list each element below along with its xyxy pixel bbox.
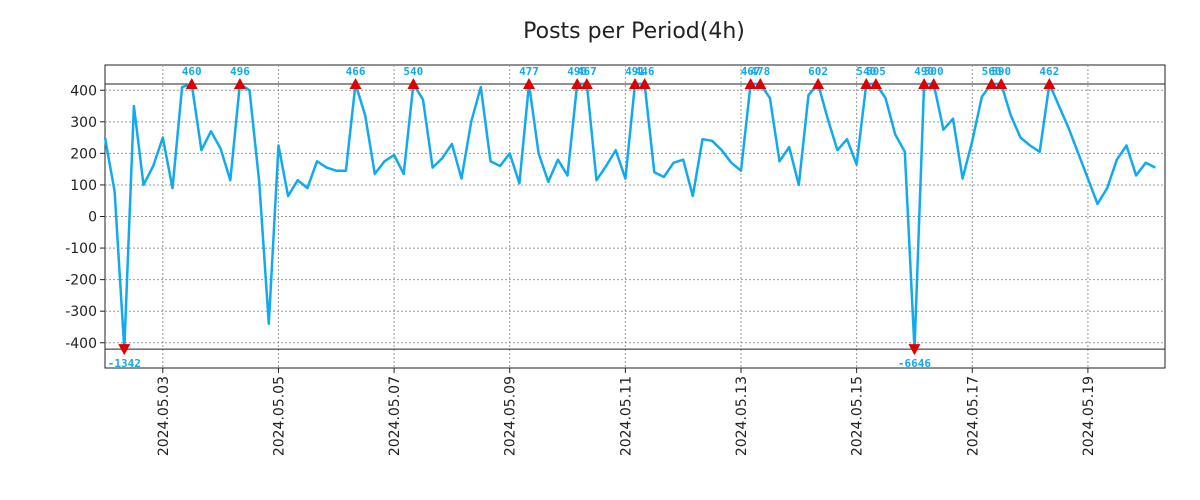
y-tick-label: 200: [70, 146, 97, 162]
peak-label: 491: [625, 65, 645, 78]
chart-title: Posts per Period(4h): [523, 19, 745, 44]
tick-layer: -400 -300 -200 -100 0 100 200 300 400 2024.05.03 2…: [65, 83, 1097, 456]
peak-label: 540: [856, 65, 876, 78]
peak-label: 590: [991, 65, 1011, 78]
x-tick-label: 2024.05.09: [503, 376, 519, 456]
x-tick-label: 2024.05.05: [271, 376, 287, 456]
x-tick-label: 2024.05.17: [965, 376, 981, 456]
y-tick-label: 0: [88, 210, 97, 226]
peak-label: 446: [635, 65, 655, 78]
peak-label: 466: [346, 65, 366, 78]
peak-marker: [918, 77, 931, 89]
x-tick-label: 2024.05.11: [618, 376, 634, 456]
peak-label: 462: [1039, 65, 1059, 78]
trough-label: -1342: [108, 357, 141, 370]
peak-label: 496: [230, 65, 250, 78]
peak-marker: [407, 77, 420, 89]
y-tick-label: -100: [65, 241, 97, 257]
peak-marker: [638, 77, 651, 89]
peak-marker: [349, 77, 362, 89]
peak-marker: [985, 77, 998, 89]
trough-marker: [908, 344, 921, 356]
peak-label: 477: [519, 65, 539, 78]
peak-marker: [869, 77, 882, 89]
y-tick-label: 100: [70, 178, 97, 194]
peak-marker: [523, 77, 535, 89]
x-tick-label: 2024.05.03: [156, 376, 172, 456]
peak-marker: [1043, 77, 1056, 89]
peak-marker: [185, 77, 198, 89]
peak-label: 478: [750, 65, 770, 78]
peak-marker: [860, 77, 873, 89]
trough-marker: [118, 344, 131, 356]
peak-label: 560: [982, 65, 1002, 78]
peak-label: 467: [577, 65, 597, 78]
peak-marker: [812, 77, 825, 89]
peak-marker: [571, 77, 584, 89]
peak-marker: [744, 77, 757, 89]
peak-label: 490: [914, 65, 934, 78]
peak-label: 602: [808, 65, 828, 78]
peak-marker: [927, 77, 940, 89]
peak-label: 540: [403, 65, 423, 78]
peak-marker: [754, 77, 767, 89]
y-tick-label: -300: [65, 304, 97, 320]
peak-marker: [995, 77, 1008, 89]
peak-marker: [580, 77, 593, 89]
y-tick-label: 400: [70, 83, 97, 99]
series-line-posts: [103, 82, 1156, 351]
peak-label: 460: [182, 65, 202, 78]
peak-label: 490: [567, 65, 587, 78]
x-tick-label: 2024.05.13: [734, 376, 750, 456]
x-tick-label: 2024.05.15: [850, 376, 866, 456]
series-line-layer: [103, 82, 1156, 351]
y-tick-label: -200: [65, 273, 97, 289]
y-tick-label: -400: [65, 336, 97, 352]
x-tick-label: 2024.05.19: [1081, 376, 1097, 456]
peak-marker: [233, 77, 246, 89]
x-tick-label: 2024.05.07: [387, 376, 403, 456]
peak-label: 500: [924, 65, 944, 78]
peak-label: 467: [741, 65, 761, 78]
peak-label: 505: [866, 65, 886, 78]
peak-marker: [629, 77, 641, 89]
trough-label: -6646: [898, 357, 931, 370]
y-tick-label: 300: [70, 115, 97, 131]
